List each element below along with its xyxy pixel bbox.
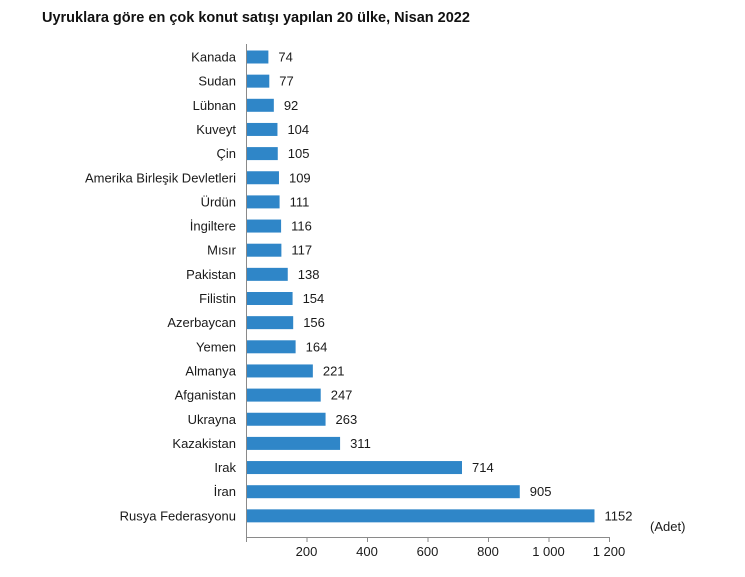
data-label: 77 [279,74,293,89]
bar-19 [246,485,520,499]
category-label: Kuveyt [196,122,236,137]
x-tick-label: 800 [477,544,499,559]
bar-1 [246,50,269,64]
category-label: Çin [216,146,236,161]
data-label: 74 [278,50,292,65]
data-label: 116 [291,219,312,234]
data-label: 138 [298,267,320,282]
data-label: 247 [331,388,353,403]
x-tick-label: 1 200 [593,544,626,559]
data-label: 263 [336,412,358,427]
bar-6 [246,171,279,185]
category-label: Rusya Federasyonu [120,508,236,523]
category-label: Almanya [185,363,236,378]
data-label: 905 [530,484,552,499]
category-label: İran [214,484,236,499]
bar-18 [246,461,462,475]
data-label: 105 [288,146,310,161]
data-label: 154 [303,291,325,306]
bar-8 [246,219,282,233]
category-label: Kanada [191,50,237,65]
data-label: 714 [472,460,494,475]
bar-3 [246,98,274,112]
data-label: 109 [289,170,311,185]
bar-9 [246,243,282,257]
data-label: 156 [303,315,325,330]
bar-12 [246,316,294,330]
category-label: Yemen [196,339,236,354]
bar-14 [246,364,313,378]
data-label: 104 [287,122,309,137]
bar-4 [246,122,278,136]
bar-7 [246,195,280,209]
bars-layer [246,50,595,523]
category-label: Ukrayna [188,412,237,427]
category-label: Kazakistan [172,436,236,451]
labels-layer: Kanada 74 Sudan 77 Lübnan 92 Kuveyt 104 Çin 105 Am… [85,50,685,560]
chart-title: Uyruklara göre en çok konut satışı yapıl… [42,10,470,26]
category-label: Ürdün [201,194,236,209]
unit-label: (Adet) [650,519,685,534]
data-label: 117 [291,243,312,258]
x-tick-label: 200 [296,544,318,559]
category-label: İngiltere [190,219,236,234]
category-label: Azerbaycan [167,315,236,330]
category-label: Lübnan [193,98,236,113]
data-label: 221 [323,363,345,378]
category-label: Mısır [207,243,237,258]
bar-13 [246,340,296,354]
x-tick-label: 1 000 [532,544,565,559]
data-label: 164 [306,339,328,354]
bar-17 [246,436,341,450]
category-label: Afganistan [175,388,236,403]
x-axis [246,44,610,542]
x-tick-label: 400 [356,544,378,559]
bar-15 [246,388,321,402]
data-label: 311 [350,436,371,451]
x-tick-label: 600 [417,544,439,559]
bar-16 [246,412,326,426]
data-label: 92 [284,98,298,113]
bar-20 [246,509,595,523]
category-label: Pakistan [186,267,236,282]
data-label: 111 [290,194,310,209]
bar-11 [246,292,293,305]
bar-10 [246,267,288,281]
bar-5 [246,147,278,161]
data-label: 1152 [604,508,632,523]
bar-2 [246,74,270,88]
category-label: Amerika Birleşik Devletleri [85,170,236,185]
category-label: Irak [214,460,236,475]
category-label: Filistin [199,291,236,306]
category-label: Sudan [198,74,236,89]
